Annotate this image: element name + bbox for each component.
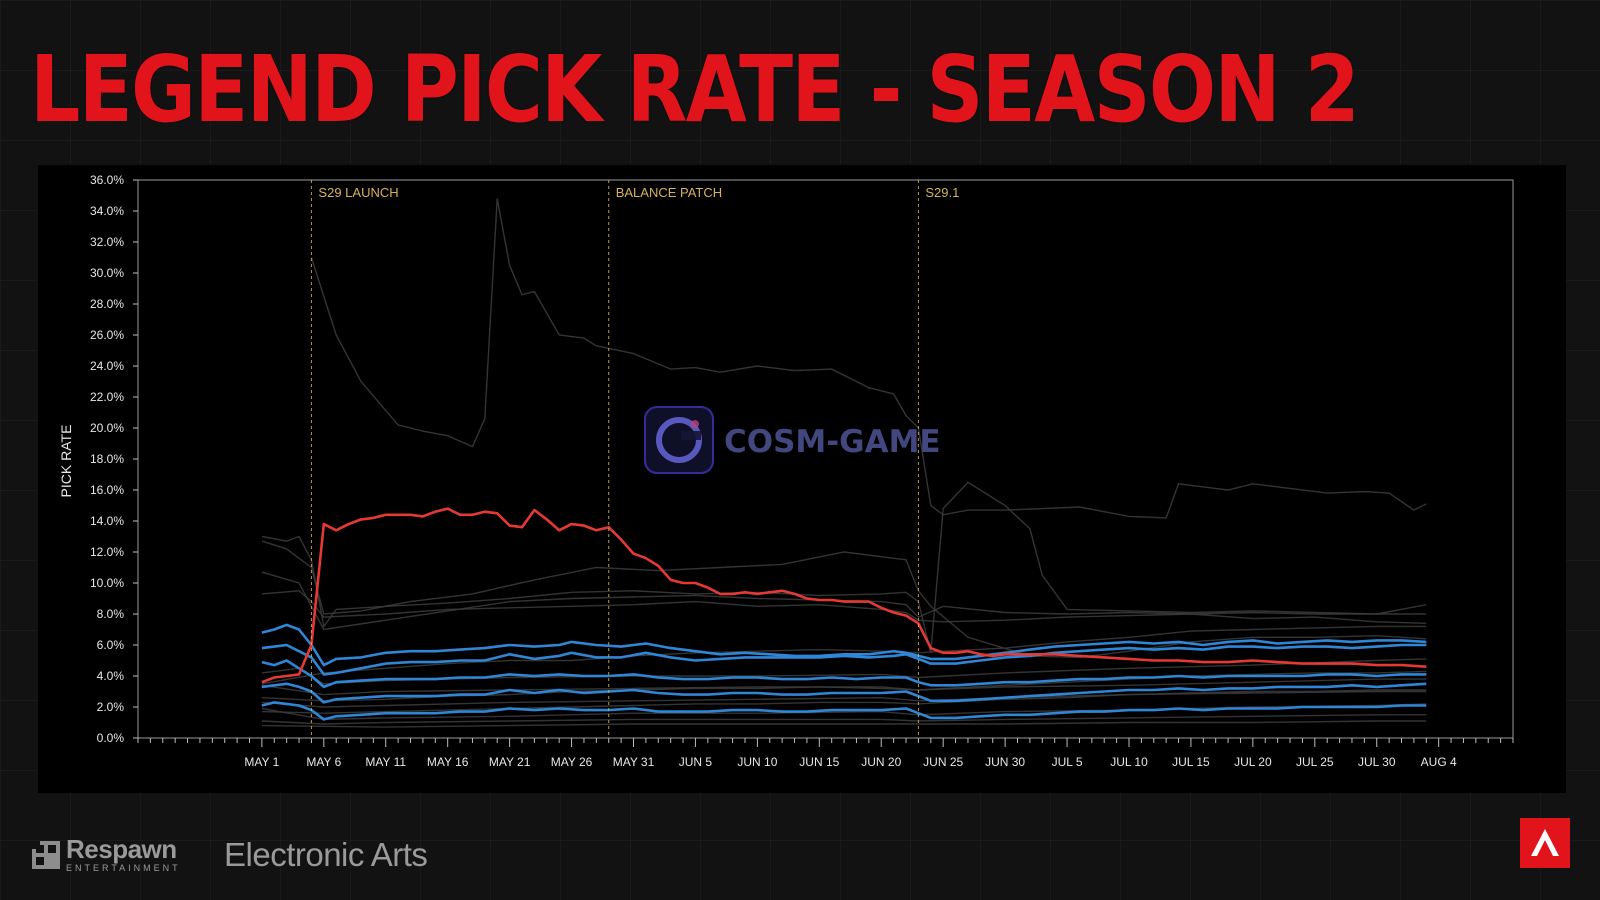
series-line-background bbox=[261, 703, 1427, 721]
x-tick-label: MAY 16 bbox=[427, 755, 469, 769]
series-line-blue bbox=[261, 643, 1427, 676]
x-tick-label: JUL 10 bbox=[1110, 755, 1148, 769]
series-line-red bbox=[261, 507, 1427, 684]
y-tick-label: 2.0% bbox=[97, 700, 125, 714]
series-line-background bbox=[310, 198, 1427, 519]
y-tick-label: 24.0% bbox=[90, 359, 124, 373]
y-axis-label: PICK RATE bbox=[58, 425, 74, 498]
y-tick-label: 26.0% bbox=[90, 328, 124, 342]
series-line-background bbox=[261, 678, 1427, 696]
x-tick-label: MAY 1 bbox=[244, 755, 279, 769]
apex-legends-icon bbox=[1520, 818, 1570, 868]
x-tick-label: MAY 6 bbox=[306, 755, 341, 769]
watermark-text: COSM-GAME bbox=[724, 424, 941, 460]
x-tick-label: JUN 25 bbox=[923, 755, 963, 769]
series-line-blue bbox=[261, 623, 1427, 667]
x-tick-label: JUL 20 bbox=[1234, 755, 1272, 769]
chart-panel bbox=[38, 165, 1566, 793]
annotation-label: S29.1 bbox=[925, 185, 959, 200]
respawn-name: Respawn bbox=[66, 834, 177, 864]
y-tick-label: 8.0% bbox=[97, 607, 125, 621]
series-line-background bbox=[261, 590, 1427, 624]
y-tick-label: 22.0% bbox=[90, 390, 124, 404]
series-line-background bbox=[261, 540, 1427, 659]
y-tick-label: 30.0% bbox=[90, 266, 124, 280]
x-tick-label: JUN 10 bbox=[737, 755, 777, 769]
y-tick-label: 0.0% bbox=[97, 731, 125, 745]
y-tick-label: 18.0% bbox=[90, 452, 124, 466]
x-tick-label: JUN 30 bbox=[985, 755, 1025, 769]
page-title: LEGEND PICK RATE - SEASON 29 SUPPORT LEG… bbox=[30, 36, 1359, 143]
y-tick-label: 16.0% bbox=[90, 483, 124, 497]
x-tick-label: MAY 11 bbox=[365, 755, 406, 769]
y-tick-label: 34.0% bbox=[90, 204, 124, 218]
x-tick-label: JUN 20 bbox=[861, 755, 901, 769]
respawn-logo: Respawn ENTERTAINMENT bbox=[32, 836, 181, 873]
series-line-blue bbox=[261, 701, 1427, 721]
watermark: COSM-GAME bbox=[644, 406, 941, 474]
y-tick-label: 36.0% bbox=[90, 173, 124, 187]
x-tick-label: MAY 26 bbox=[551, 755, 593, 769]
series-line-blue bbox=[261, 659, 1427, 689]
x-tick-label: AUG 4 bbox=[1421, 755, 1457, 769]
x-tick-label: JUN 5 bbox=[679, 755, 713, 769]
x-tick-label: MAY 31 bbox=[613, 755, 655, 769]
pick-rate-line-chart: 0.0% 2.0% 4.0% 6.0% 8.0% 10.0% 12.0% 14.0% 16.0%… bbox=[58, 173, 1514, 769]
x-tick-label: JUN 15 bbox=[799, 755, 839, 769]
respawn-sub: ENTERTAINMENT bbox=[66, 863, 181, 873]
series-line-background bbox=[261, 714, 1427, 725]
y-tick-label: 4.0% bbox=[97, 669, 125, 683]
series-line-background bbox=[261, 690, 1427, 708]
x-tick-label: JUL 5 bbox=[1052, 755, 1083, 769]
annotation-label: S29 LAUNCH bbox=[318, 185, 398, 200]
x-tick-label: MAY 21 bbox=[489, 755, 531, 769]
series-line-background bbox=[261, 720, 1427, 728]
series-line-background bbox=[261, 625, 1427, 685]
y-tick-label: 32.0% bbox=[90, 235, 124, 249]
y-tick-label: 12.0% bbox=[90, 545, 124, 559]
series-line-blue bbox=[261, 682, 1427, 704]
cosm-game-logo-icon bbox=[644, 406, 714, 474]
x-tick-label: JUL 30 bbox=[1358, 755, 1396, 769]
series-line-background bbox=[261, 481, 1427, 653]
y-tick-label: 28.0% bbox=[90, 297, 124, 311]
y-tick-label: 6.0% bbox=[97, 638, 125, 652]
ea-logo-text: Electronic Arts bbox=[224, 836, 428, 873]
y-tick-label: 10.0% bbox=[90, 576, 124, 590]
annotation-label: BALANCE PATCH bbox=[616, 185, 722, 200]
y-tick-label: 20.0% bbox=[90, 421, 124, 435]
respawn-icon bbox=[32, 840, 60, 869]
x-tick-label: JUL 15 bbox=[1172, 755, 1210, 769]
series-line-background bbox=[261, 689, 1427, 714]
x-tick-label: JUL 25 bbox=[1296, 755, 1334, 769]
y-tick-label: 14.0% bbox=[90, 514, 124, 528]
